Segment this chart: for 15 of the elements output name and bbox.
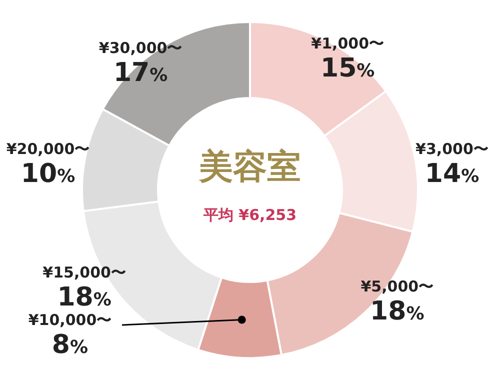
slice-label: ¥15,000〜 <box>42 264 126 282</box>
data-label: 10% <box>20 158 76 189</box>
slice-label: ¥3,000〜 <box>416 140 488 158</box>
slice-label: ¥10,000〜 <box>28 311 112 329</box>
slice-label: ¥20,000〜 <box>6 140 90 158</box>
data-label: 8% <box>52 330 88 360</box>
data-label: 18% <box>57 282 112 313</box>
slice-label: ¥1,000〜 <box>311 34 384 52</box>
slice-label: ¥30,000〜 <box>98 38 182 57</box>
slice-label: ¥5,000〜 <box>360 277 434 296</box>
data-label: 15% <box>320 53 375 84</box>
text: 美容室 <box>198 147 301 187</box>
data-label: 14% <box>424 158 480 189</box>
text: 平均 ¥6,253 <box>202 206 297 224</box>
data-label: 18% <box>370 296 424 326</box>
